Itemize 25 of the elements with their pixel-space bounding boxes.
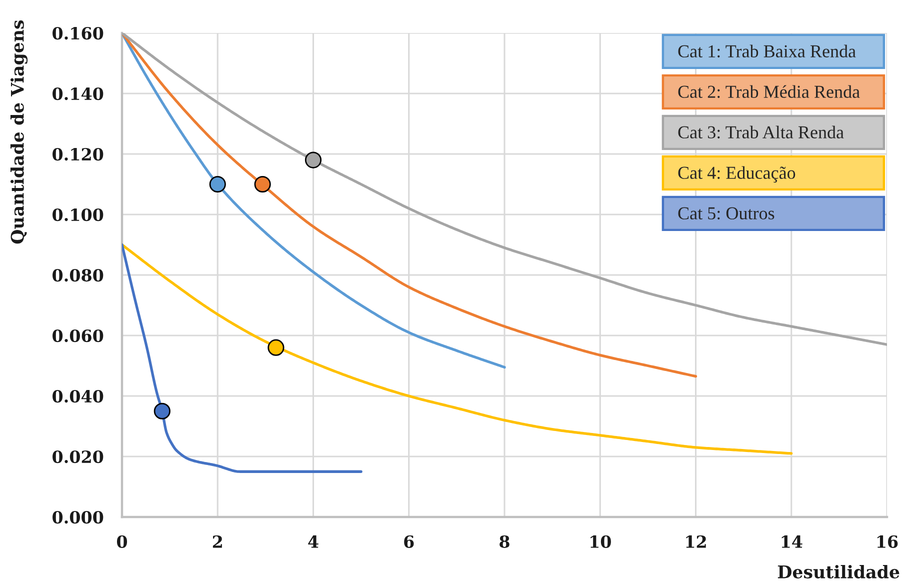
text: Cat 3: Trab Alta Renda: [678, 126, 844, 139]
x-tick-label: 16: [877, 535, 898, 548]
text: Cat 2: Trab Média Renda: [678, 85, 860, 98]
y-tick-label: 0.120: [52, 148, 104, 161]
x-tick-label: 0: [116, 535, 128, 548]
y-tick-label: 0.060: [52, 329, 104, 342]
x-tick-label: 8: [500, 535, 510, 548]
x-tick-label: 12: [686, 535, 706, 548]
x-tick-label: 10: [590, 535, 611, 548]
x-tick-label: 4: [308, 535, 318, 548]
x-axis-title: Desutilidade: [778, 565, 900, 578]
y-tick-label: 0.020: [52, 450, 104, 464]
y-tick-label: 0.140: [52, 87, 104, 100]
x-tick-label: 14: [782, 535, 802, 548]
y-tick-label: 0.040: [52, 390, 104, 403]
text: Cat 1: Trab Baixa Renda: [678, 44, 856, 58]
x-tick-label: 6: [404, 535, 414, 548]
y-tick-label: 0.000: [52, 510, 104, 524]
y-axis-title: Quantidade de Viagens: [10, 20, 28, 244]
text: Cat 5: Outros: [678, 207, 774, 220]
y-tick-label: 0.160: [52, 26, 104, 40]
text: Cat 4: Educação: [678, 166, 796, 183]
x-tick-label: 2: [212, 535, 222, 548]
y-tick-label: 0.080: [52, 268, 104, 282]
y-tick-label: 0.100: [52, 208, 104, 222]
